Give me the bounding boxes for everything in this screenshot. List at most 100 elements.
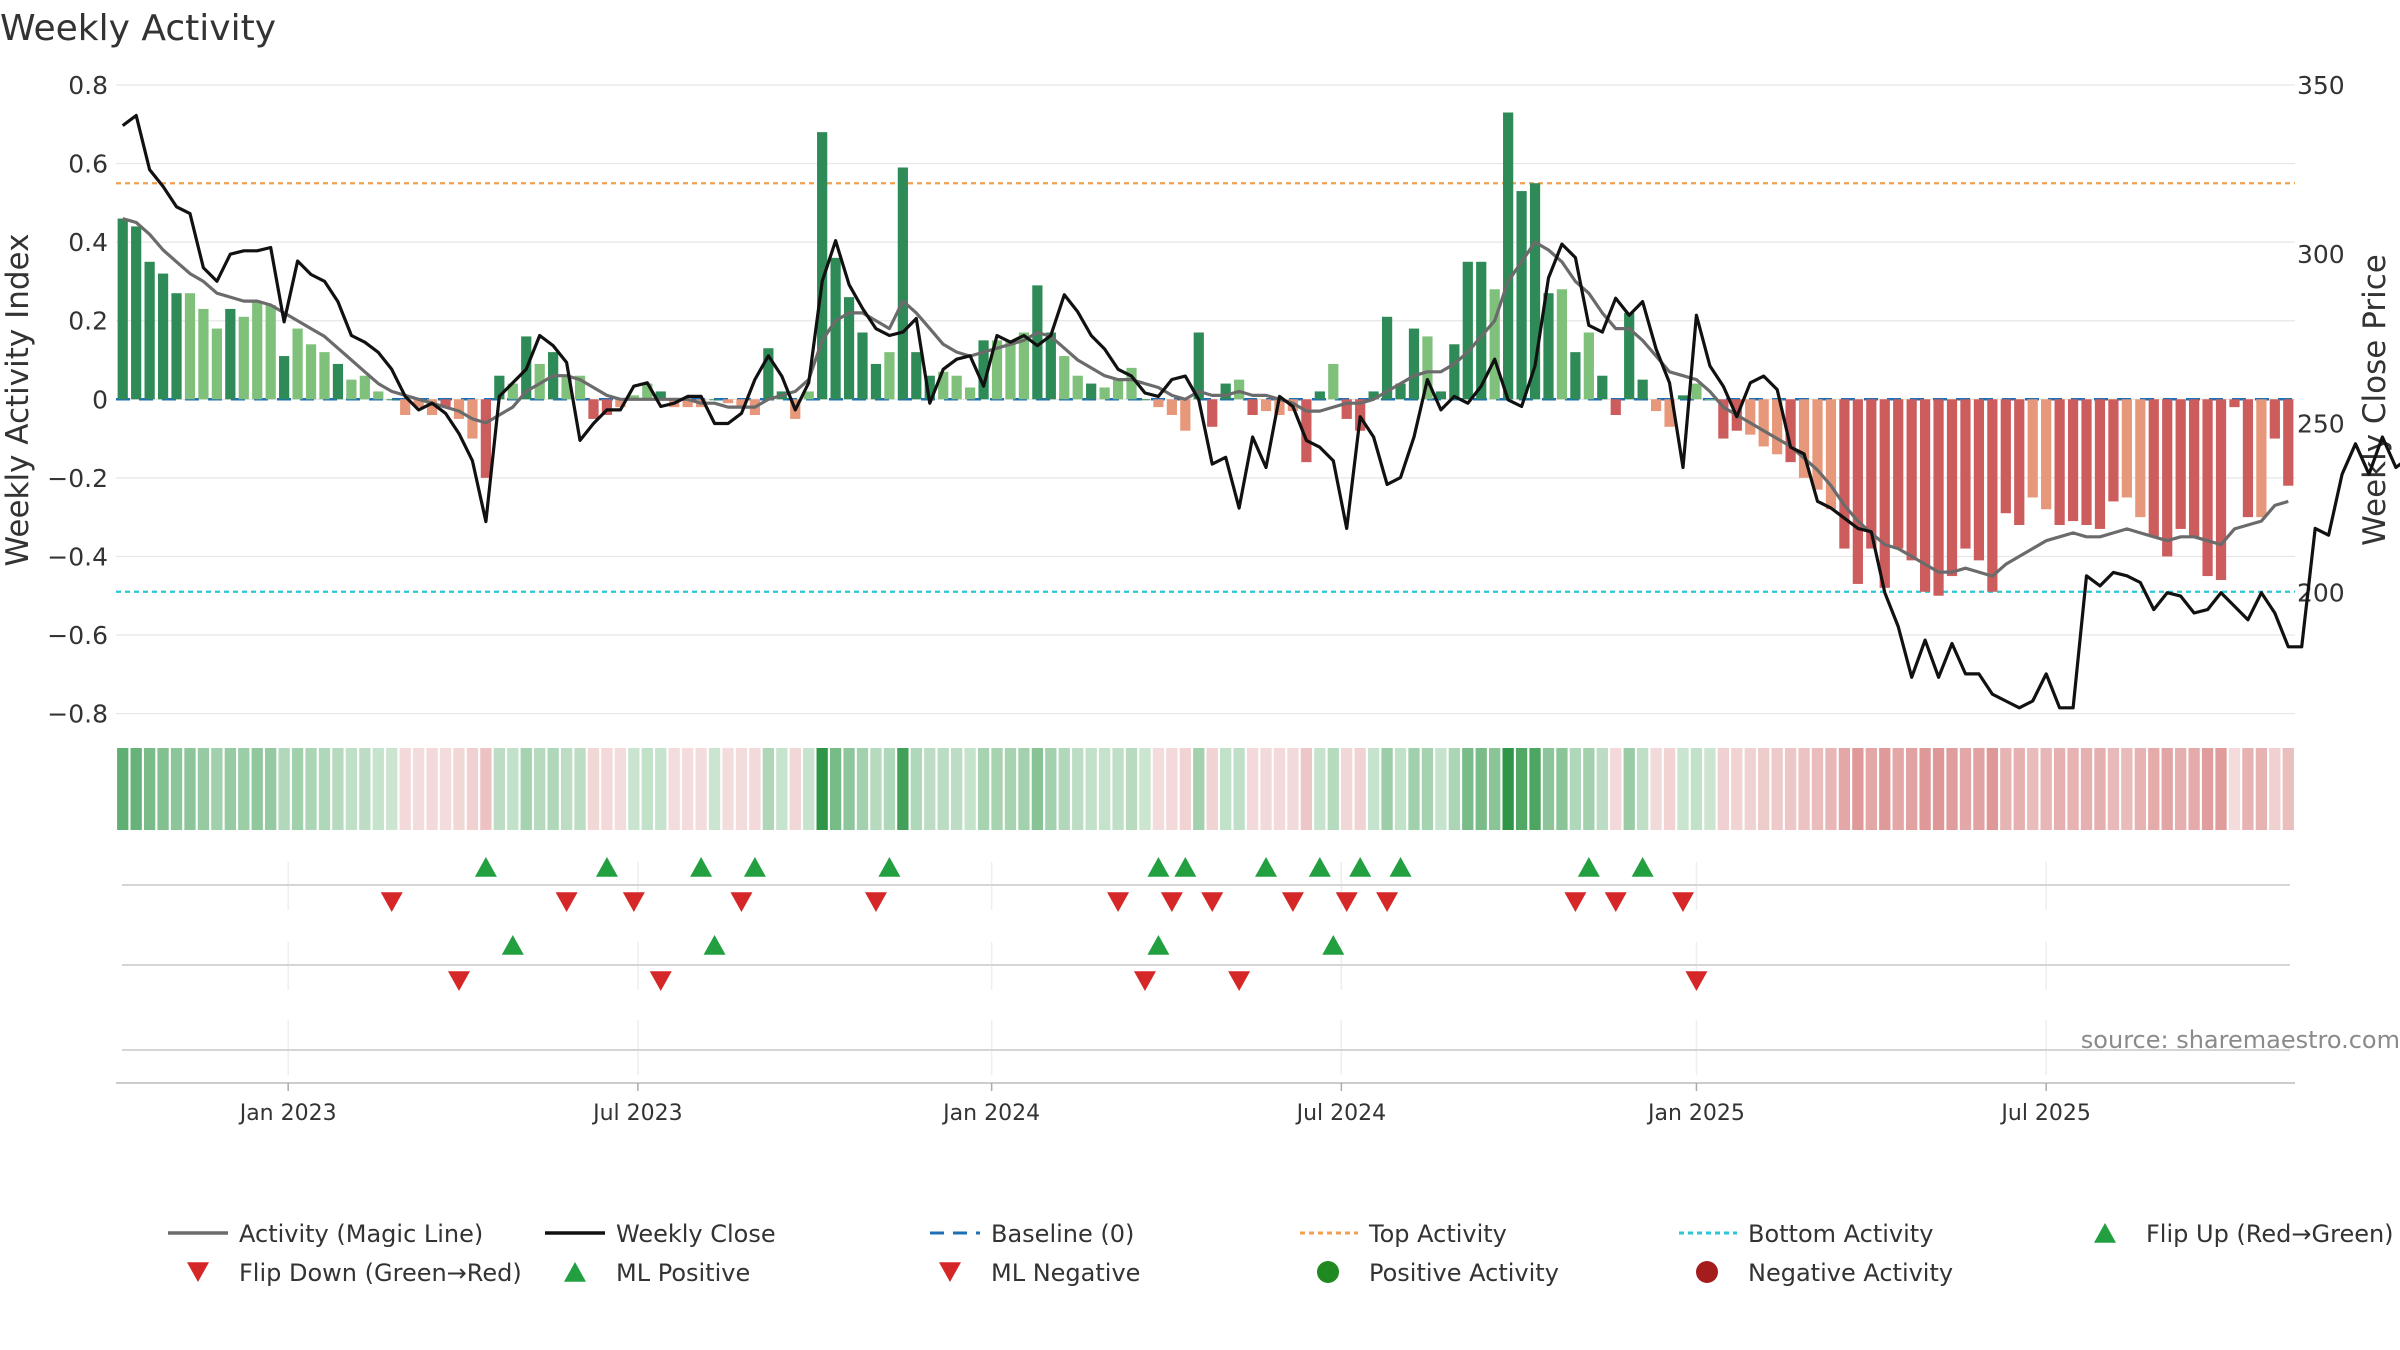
activity-bar: [426, 399, 438, 415]
y2-axis-label: Weekly Close Price: [2357, 254, 2393, 546]
activity-bar: [709, 399, 720, 401]
flip-up-marker: [1308, 857, 1331, 877]
activity-bar: [453, 399, 465, 419]
heat-strip-cell: [251, 748, 263, 830]
heat-strip-cell: [2094, 748, 2106, 830]
heat-strip-cell: [614, 748, 627, 830]
y-tick-label: 0.6: [68, 150, 108, 179]
activity-bar: [1193, 332, 1204, 400]
legend-entry: Weekly Close: [545, 1220, 776, 1248]
legend-dot-icon: [1696, 1261, 1718, 1283]
activity-bar: [346, 379, 357, 400]
activity-bar: [1126, 367, 1137, 400]
activity-bar: [494, 375, 505, 400]
legend-entry: Bottom Activity: [1679, 1220, 1933, 1248]
activity-bar: [2027, 399, 2038, 498]
y2-tick-label: 250: [2297, 409, 2345, 438]
heat-strip-cell: [493, 748, 505, 830]
y2-tick-label: 350: [2297, 71, 2345, 100]
heat-strip-cell: [1825, 748, 1837, 830]
heat-strip-cell: [224, 748, 236, 830]
activity-bar: [1987, 399, 1998, 592]
activity-bar: [1234, 379, 1245, 400]
flip-down-marker: [1281, 892, 1304, 912]
heat-strip-cell: [924, 748, 936, 830]
heat-strip-cell: [708, 748, 721, 830]
activity-bar: [534, 363, 545, 400]
heat-strip-cell: [359, 748, 371, 830]
heat-strip-cell: [265, 748, 277, 830]
activity-bar: [911, 352, 922, 400]
heat-strip-cell: [1798, 748, 1810, 830]
y2-tick-label: 300: [2297, 240, 2345, 269]
heat-strip-cell: [1098, 748, 1111, 830]
activity-bar: [938, 371, 949, 400]
heat-strip-cell: [291, 748, 304, 830]
y-tick-label: −0.8: [47, 700, 108, 729]
heat-strip-cell: [1125, 748, 1138, 830]
heat-strip-cell: [601, 748, 613, 830]
heat-strip-cell: [399, 748, 411, 830]
activity-bar: [1516, 191, 1527, 400]
activity-bar: [2081, 399, 2092, 525]
activity-bar: [1866, 399, 1877, 549]
weekly-close-series: [121, 113, 2400, 710]
heat-strip-cell: [1852, 748, 1864, 830]
activity-bar: [1072, 375, 1083, 400]
y-tick-label: −0.2: [47, 464, 108, 493]
activity-bar: [1529, 183, 1541, 400]
activity-bar: [252, 301, 263, 400]
heat-strip-cell: [2242, 748, 2254, 830]
activity-bar: [1610, 399, 1621, 415]
activity-bar: [211, 328, 222, 400]
heat-strip-cell: [1273, 748, 1286, 830]
flip-down-marker: [1376, 892, 1399, 912]
activity-bar: [722, 399, 734, 404]
heat-strip-cell: [587, 748, 600, 830]
activity-bar: [1718, 399, 1729, 439]
flip-up-marker: [595, 857, 618, 877]
activity-bar: [1597, 375, 1608, 400]
heat-strip-cell: [1704, 748, 1716, 830]
heat-strip-cell: [1448, 748, 1460, 830]
heat-strip-cell: [1381, 748, 1393, 830]
activity-bar: [1960, 399, 1971, 549]
ml-positive-marker: [1322, 935, 1345, 955]
heat-strip-cell: [2282, 748, 2294, 830]
activity-bar: [1045, 332, 1056, 400]
ml-negative-marker: [1228, 971, 1251, 991]
heat-strip-cell: [117, 748, 129, 830]
heat-strip-cell: [870, 748, 882, 830]
activity-bar: [1772, 399, 1783, 455]
heat-strip-cell: [170, 748, 183, 830]
flip-down-marker: [730, 892, 753, 912]
heat-strip-cell: [722, 748, 734, 830]
y-axis-ticks: 0.8 0.6 0.4 0.2 0 −0.2 −0.4 −0.6 −0.8: [47, 71, 108, 729]
activity-bar: [1408, 328, 1420, 400]
heat-strip-cell: [1932, 748, 1945, 830]
activity-bar: [400, 399, 411, 415]
activity-bar: [238, 316, 249, 400]
heat-strip-cell: [1287, 748, 1299, 830]
heat-strip-cell: [1811, 748, 1824, 830]
activity-bar: [144, 261, 155, 400]
heat-strip-cell: [1462, 748, 1474, 830]
activity-bar: [157, 273, 169, 400]
activity-bar: [279, 356, 290, 400]
activity-bar: [1274, 399, 1285, 415]
heat-strip-cell: [1677, 748, 1689, 830]
heat-strip-cell: [574, 748, 586, 830]
activity-bar: [1314, 391, 1325, 400]
activity-bar: [2000, 399, 2011, 514]
heat-strip-cell: [305, 748, 317, 830]
flip-down-marker: [1160, 892, 1183, 912]
activity-bar: [1018, 332, 1030, 400]
y-tick-label: 0.2: [68, 307, 108, 336]
legend-label: Flip Down (Green→Red): [239, 1259, 522, 1287]
heat-strip-cell: [2040, 748, 2052, 830]
heat-strip-cell: [453, 748, 465, 830]
flip-down-marker: [622, 892, 645, 912]
heat-strip-cell: [2228, 748, 2241, 830]
heat-strip-cell: [843, 748, 855, 830]
